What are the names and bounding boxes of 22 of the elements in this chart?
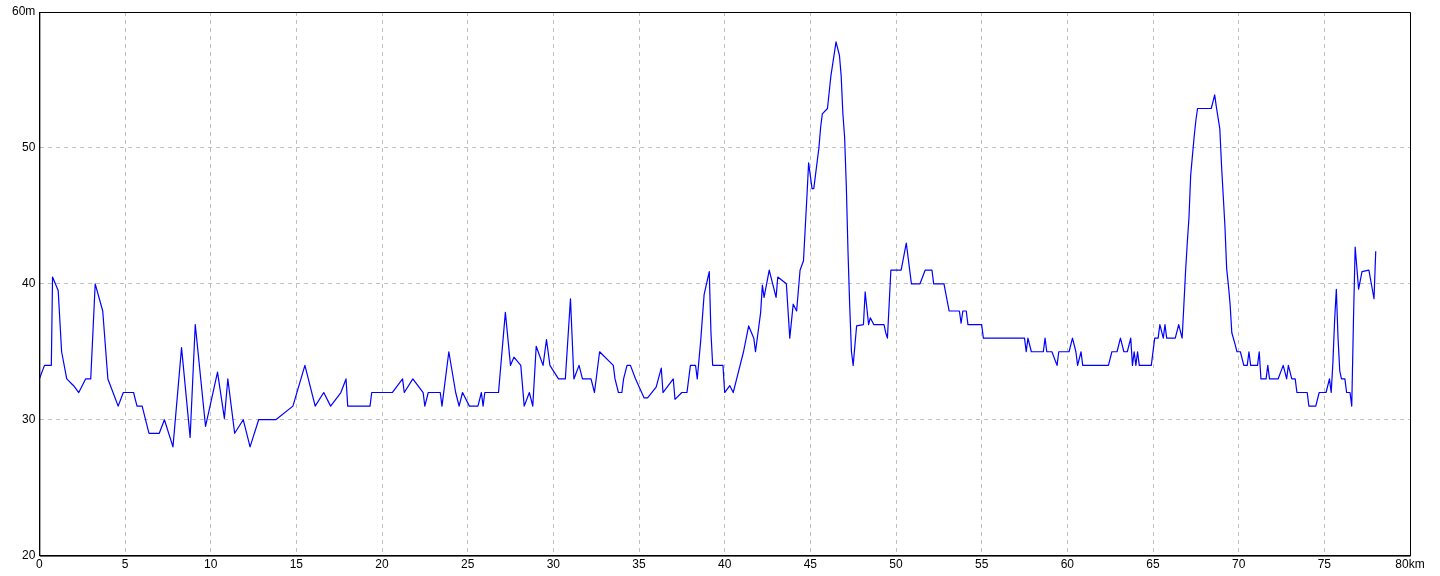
x-tick-label: 70 xyxy=(1231,557,1246,572)
x-tick-label: 0 xyxy=(36,557,43,572)
x-tick-label: 10 xyxy=(204,557,218,572)
x-tick-label: 20 xyxy=(375,557,389,572)
y-tick-label: 30 xyxy=(21,412,36,427)
y-tick-label: 20 xyxy=(21,547,36,562)
x-tick-label: 80km xyxy=(1395,557,1425,572)
x-tick-label: 30 xyxy=(546,557,561,572)
x-tick-label: 35 xyxy=(632,557,646,572)
x-tick-label: 15 xyxy=(289,557,304,572)
y-tick-label: 40 xyxy=(21,276,36,291)
x-tick-label: 5 xyxy=(121,557,129,572)
x-tick-label: 45 xyxy=(803,557,818,572)
y-tick-label: 60m xyxy=(12,4,36,19)
y-tick-label: 50 xyxy=(21,140,36,155)
x-tick-label: 65 xyxy=(1146,557,1160,572)
x-tick-label: 25 xyxy=(460,557,475,572)
x-tick-label: 40 xyxy=(717,557,732,572)
x-tick-label: 75 xyxy=(1317,557,1332,572)
x-tick-label: 50 xyxy=(889,557,903,572)
x-tick-label: 60 xyxy=(1060,557,1075,572)
x-tick-label: 55 xyxy=(974,557,989,572)
